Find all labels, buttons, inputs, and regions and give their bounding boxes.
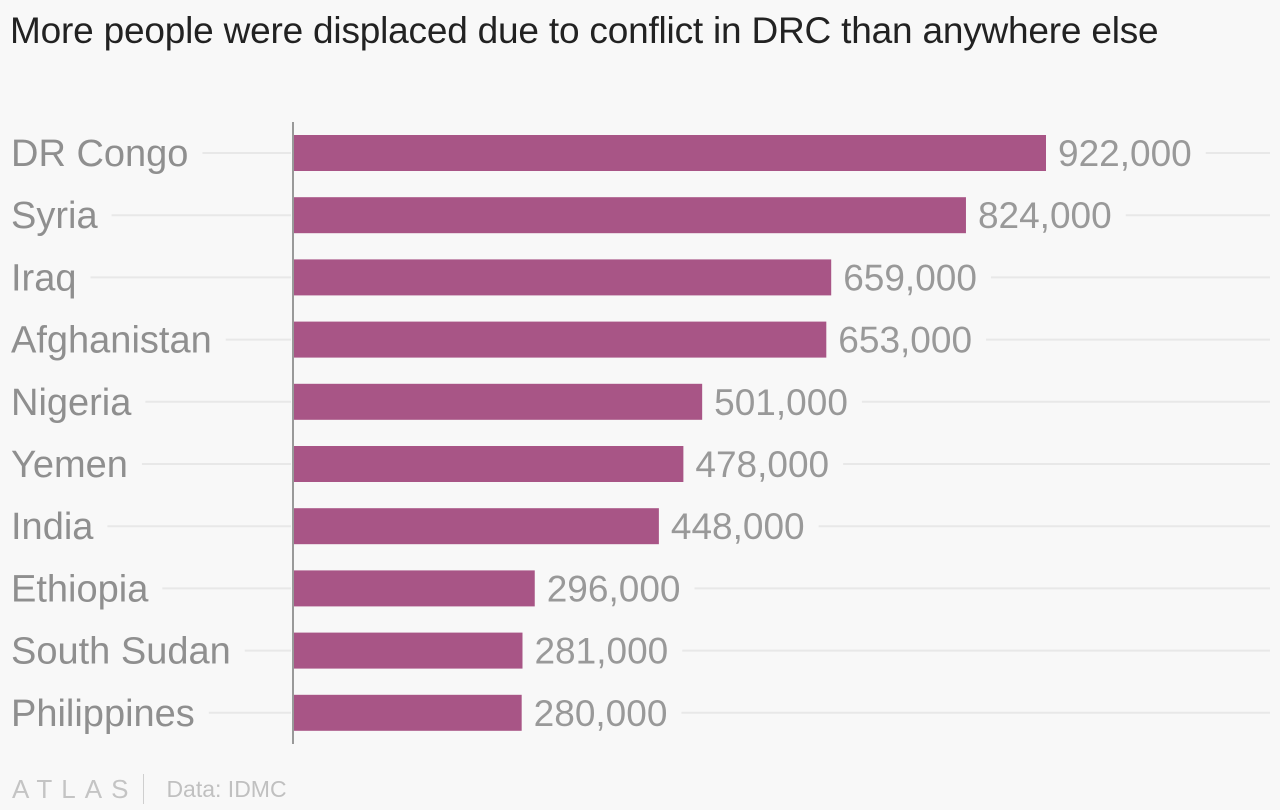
category-label: Yemen [11, 444, 128, 486]
bar [293, 632, 523, 669]
bar [293, 570, 535, 607]
category-label: Ethiopia [11, 568, 149, 610]
bar [293, 694, 522, 731]
value-label: 281,000 [534, 631, 668, 672]
atlas-logo: ATLAS [12, 773, 138, 804]
bars [293, 135, 1046, 731]
bar [293, 259, 832, 296]
category-label: Iraq [11, 257, 76, 299]
bar [293, 446, 684, 482]
category-label: Syria [11, 195, 98, 237]
footer-divider [143, 774, 145, 804]
value-label: 448,000 [671, 506, 805, 547]
value-label: 824,000 [978, 195, 1112, 236]
bar [293, 383, 703, 420]
value-label: 501,000 [714, 382, 848, 423]
category-label: DR Congo [11, 133, 188, 175]
value-label: 296,000 [547, 568, 681, 609]
category-label: India [11, 506, 94, 548]
category-label: South Sudan [11, 631, 231, 673]
bar [293, 321, 827, 358]
bar-chart: DR Congo 922,000 Syria 824,000 Iraq 659,000 Af… [11, 122, 1270, 744]
value-label: 653,000 [838, 320, 972, 361]
bar [293, 197, 966, 234]
category-label: Philippines [11, 693, 195, 735]
value-label: 280,000 [534, 693, 668, 734]
value-label: 659,000 [843, 257, 977, 298]
data-source: Data: IDMC [166, 775, 287, 802]
category-label: Afghanistan [11, 320, 212, 362]
value-label: 478,000 [695, 444, 829, 485]
category-label: Nigeria [11, 382, 132, 424]
bar [293, 508, 659, 545]
chart-title: More people were displaced due to confli… [10, 10, 1159, 51]
labels: DR Congo 922,000 Syria 824,000 Iraq 659,000 Af… [11, 133, 1192, 735]
value-label: 922,000 [1058, 133, 1192, 174]
grid-lines [90, 152, 1270, 714]
footer: ATLAS Data: IDMC [12, 772, 287, 806]
bar [293, 135, 1046, 171]
